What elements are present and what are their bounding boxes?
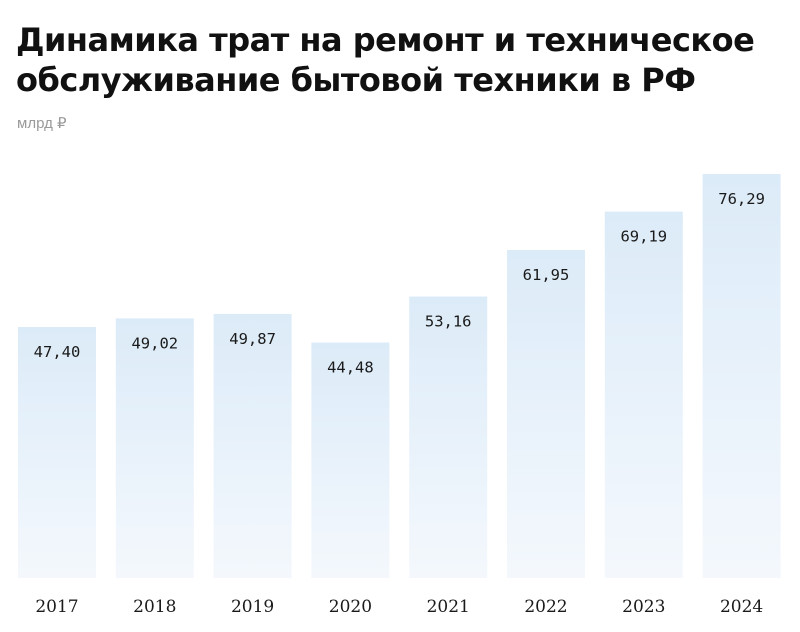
value-label-2023: 69,19 <box>620 228 667 246</box>
x-tick-2023: 2023 <box>622 597 665 617</box>
x-tick-2018: 2018 <box>133 597 176 617</box>
x-tick-2022: 2022 <box>524 597 567 617</box>
bar-2021 <box>409 296 488 578</box>
value-label-2021: 53,16 <box>425 313 472 331</box>
bars-group: 47,40 49,02 49,87 44,48 53,16 61,95 69,19 76,29 <box>18 174 781 578</box>
x-tick-2024: 2024 <box>720 597 763 617</box>
value-label-2022: 61,95 <box>523 266 570 284</box>
value-label-2024: 76,29 <box>718 190 765 208</box>
unit-label: млрд ₽ <box>17 115 67 132</box>
x-axis-ticks: 2017 2018 2019 2020 2021 2022 2023 2024 <box>35 597 763 617</box>
bar-2024 <box>702 174 781 578</box>
bar-2020 <box>311 342 390 578</box>
x-tick-2017: 2017 <box>35 597 78 617</box>
bar-2022 <box>507 250 585 578</box>
bar-2018 <box>115 318 194 578</box>
x-tick-2019: 2019 <box>231 597 274 617</box>
bar-2017 <box>18 327 96 578</box>
bar-2019 <box>213 313 292 578</box>
chart-title: Динамика трат на ремонт и техническое об… <box>16 21 755 99</box>
value-label-2018: 49,02 <box>131 334 178 352</box>
value-label-2020: 44,48 <box>327 359 374 377</box>
x-tick-2020: 2020 <box>329 597 372 617</box>
value-label-2017: 47,40 <box>34 343 81 361</box>
x-tick-2021: 2021 <box>427 597 470 617</box>
bar-2023 <box>604 211 683 578</box>
value-label-2019: 49,87 <box>229 330 276 348</box>
